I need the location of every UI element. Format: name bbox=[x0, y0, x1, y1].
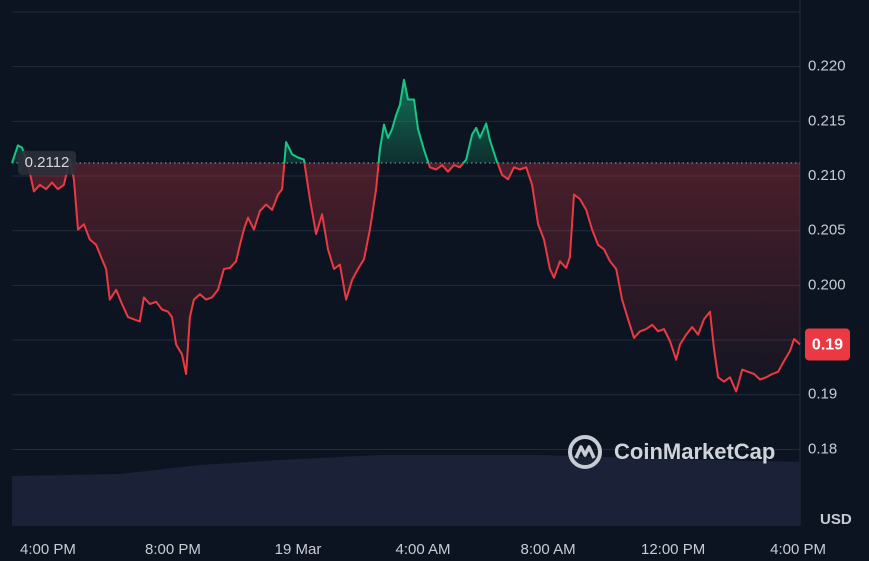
x-tick-label: 4:00 PM bbox=[20, 541, 76, 558]
reference-label: 0.2112 bbox=[25, 154, 70, 171]
x-tick-label: 4:00 AM bbox=[396, 541, 451, 558]
price-line bbox=[11, 78, 801, 393]
y-unit: USD bbox=[820, 511, 852, 528]
y-tick-label: 0.205 bbox=[808, 222, 846, 239]
y-tick-label: 0.215 bbox=[808, 112, 846, 129]
x-tick-label: 8:00 PM bbox=[145, 541, 201, 558]
reference-label-box bbox=[18, 150, 76, 175]
y-tick-label: 0.220 bbox=[808, 58, 846, 75]
x-tick-label: 19 Mar bbox=[275, 541, 322, 558]
logo-mark bbox=[574, 445, 596, 459]
logo-ring bbox=[568, 435, 602, 469]
y-tick-label: 0.18 bbox=[808, 440, 837, 457]
price-badge-label: 0.19 bbox=[812, 337, 843, 354]
price-badge bbox=[805, 328, 850, 361]
price-area bbox=[12, 79, 800, 392]
plot: 0.18 0.19 0.200 0.205 0.210 0.215 0.220 4:00 PM… bbox=[11, 58, 846, 558]
x-tick-label: 12:00 PM bbox=[641, 541, 705, 558]
y-tick-label: 0.19 bbox=[808, 386, 837, 403]
watermark-logo bbox=[568, 435, 602, 469]
watermark: CoinMarketCap bbox=[614, 439, 775, 464]
y-tick-label: 0.210 bbox=[808, 167, 846, 184]
y-tick-label: 0.200 bbox=[808, 276, 846, 293]
volume-area bbox=[12, 455, 800, 526]
x-tick-label: 8:00 AM bbox=[521, 541, 576, 558]
x-tick-label: 4:00 PM bbox=[770, 541, 826, 558]
